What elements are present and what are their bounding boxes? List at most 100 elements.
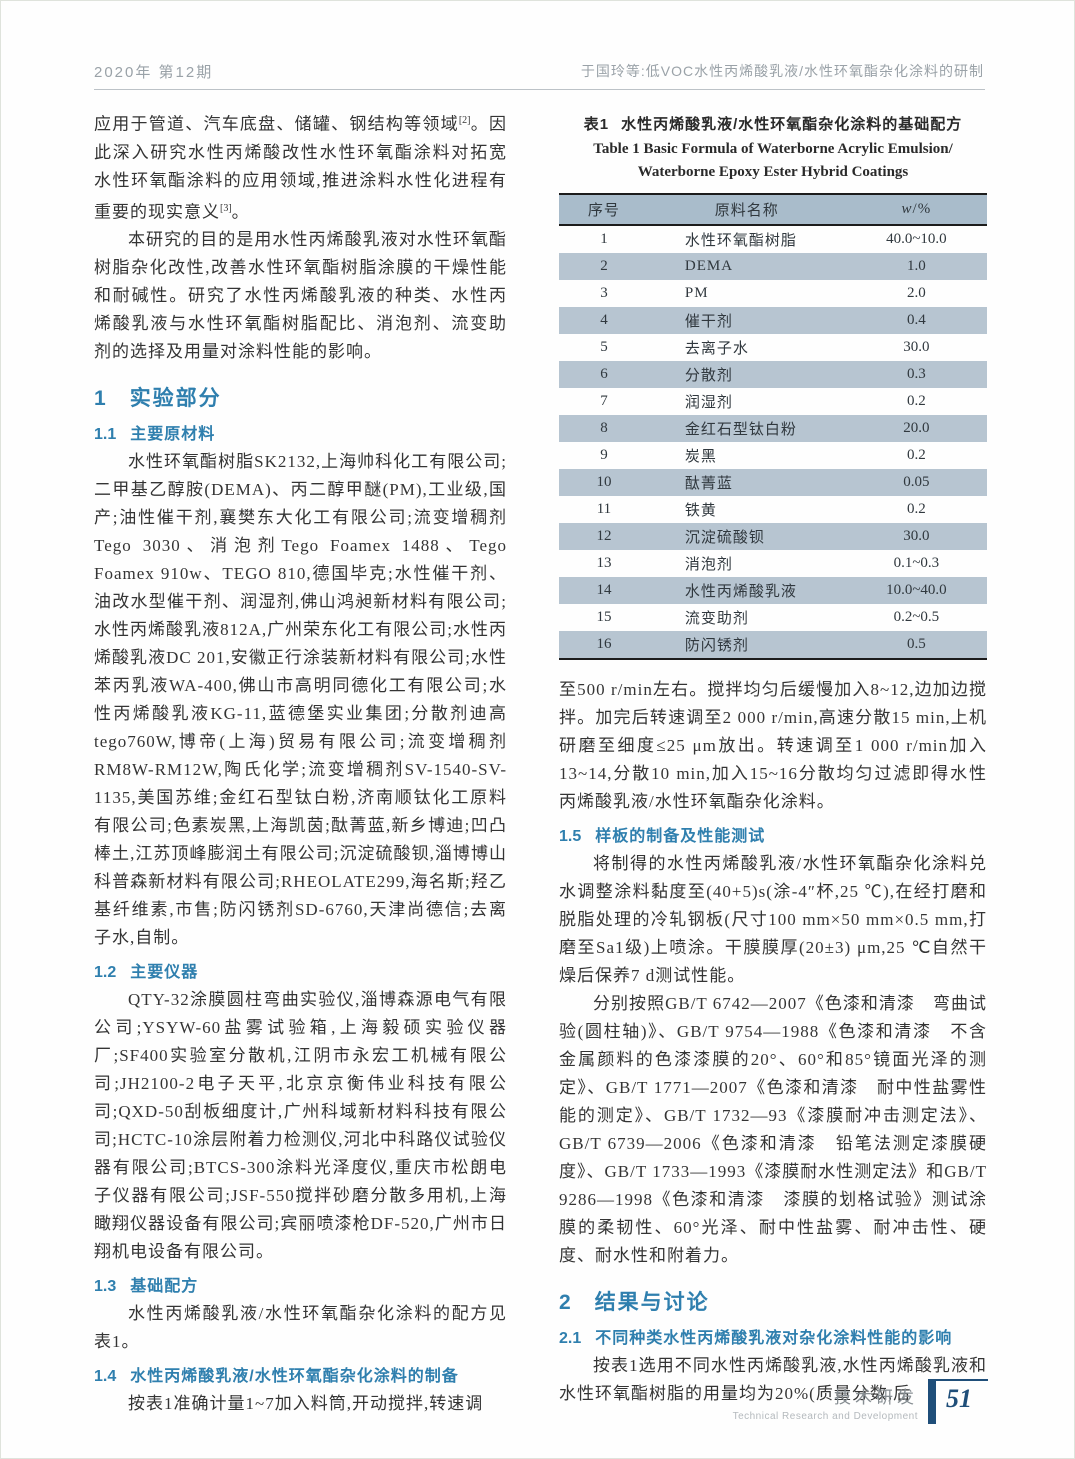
paragraph-preparation: 按表1准确计量1~7加入料筒,开动搅拌,转速调 [128, 1394, 484, 1414]
subsection-number: 2.1 [559, 1330, 582, 1347]
table-cell: 8 [600, 420, 608, 436]
table-cell: 15 [596, 609, 612, 625]
table-cell: 0.2~0.5 [893, 609, 940, 625]
running-head-issue: 2020年 第12期 [94, 64, 214, 81]
table-row: 1 水性环氧酯树脂 40.0~10.0 [559, 225, 987, 253]
paragraph-instruments: QTY-32涂膜圆柱弯曲实验仪,淄博森源电气有限公司;YSYW-60盐雾试验箱,… [94, 990, 507, 1262]
footer-label-zh: 技术研发 [834, 1388, 918, 1407]
table-cell: 6 [600, 366, 608, 382]
table-cell: 0.2 [907, 393, 926, 409]
section-title: 实验部分 [129, 387, 222, 411]
table-cell: 水性丙烯酸乳液 [684, 584, 797, 600]
table-row: 10 酞菁蓝 0.05 [559, 469, 987, 496]
subsection-number: 1.3 [94, 1278, 117, 1296]
table-cell: 10.0~40.0 [886, 582, 947, 598]
section-number: 1 [94, 387, 106, 411]
paragraph-purpose: 本研究的目的是用水性丙烯酸乳液对水性环氧酯树脂杂化改性,改善水性环氧酯树脂涂膜的… [94, 230, 507, 362]
table-cell: 11 [596, 501, 612, 517]
paragraph-materials: 水性环氧酯树脂SK2132,上海帅科化工有限公司;二甲基乙醇胺(DEMA)、丙二… [94, 452, 507, 948]
formula-table-body: 1 水性环氧酯树脂 40.0~10.0 2 DEMA 1.0 3 PM 2.0 4 催干剂 0.4 5 去… [559, 225, 987, 659]
table-row: 6 分散剂 0.3 [559, 361, 987, 388]
table-cell: 去离子水 [684, 341, 749, 357]
table-cell: 20.0 [903, 420, 930, 436]
table-cell: 12 [596, 528, 612, 544]
subsection-number: 1.5 [559, 828, 582, 845]
header-rule [94, 89, 985, 90]
table-row: 9 炭黑 0.2 [559, 442, 987, 469]
table-cell: 9 [600, 447, 608, 463]
table-row: 12 沉淀硫酸钡 30.0 [559, 523, 987, 550]
paragraph-process-continued: 至500 r/min左右。搅拌均匀后缓慢加入8~12,边加边搅拌。加完后转速调至… [559, 680, 987, 811]
paragraph-formula-ref: 水性丙烯酸乳液/水性环氧酯杂化涂料的配方见表1。 [94, 1304, 507, 1352]
section-title: 结果与讨论 [594, 1291, 710, 1314]
table-cell: 3 [600, 285, 608, 301]
table-cell: 30.0 [903, 528, 930, 544]
table-cell: 流变助剂 [684, 611, 749, 627]
subsection-heading-1-2: 1.2 主要仪器 [94, 958, 507, 982]
weight-unit: /% [912, 201, 932, 217]
table-row: 8 金红石型钛白粉 20.0 [559, 415, 987, 442]
table-caption-zh: 表1 水性丙烯酸乳液/水性环氧酯杂化涂料的基础配方 [559, 113, 987, 134]
paragraph-text: 。因此深入研究水性丙烯酸改性水性环氧酯涂料对拓宽水性环氧酯涂料的应用领域,推进涂… [94, 114, 507, 222]
paragraph-sample-prep: 将制得的水性丙烯酸乳液/水性环氧酯杂化涂料兑水调整涂料黏度至(40+5)s(涂-… [559, 854, 987, 985]
subsection-number: 1.4 [94, 1368, 117, 1386]
table-cell: 30.0 [903, 339, 930, 355]
paragraph-text: 。 [231, 202, 250, 222]
column-header-material: 原料名称 [714, 203, 779, 219]
citation-ref-2: [2] [458, 115, 471, 126]
table-cell: 润湿剂 [684, 395, 733, 411]
table-row: 3 PM 2.0 [559, 280, 987, 307]
table-caption-en-line1: Table 1 Basic Formula of Waterborne Acry… [593, 141, 953, 157]
table-row: 5 去离子水 30.0 [559, 334, 987, 361]
table-cell: 0.4 [907, 312, 926, 328]
table-cell: 14 [596, 582, 612, 598]
table-cell: 金红石型钛白粉 [684, 422, 797, 438]
subsection-heading-1-5: 1.5 样板的制备及性能测试 [559, 822, 987, 846]
table-cell: 0.5 [907, 636, 926, 652]
running-head-title: 于国玲等:低VOC水性丙烯酸乳液/水性环氧酯杂化涂料的研制 [580, 63, 984, 79]
table-row: 14 水性丙烯酸乳液 10.0~40.0 [559, 577, 987, 604]
subsection-heading-1-1: 1.1 主要原材料 [94, 420, 507, 444]
section-heading-1: 1 实验部分 [94, 382, 507, 412]
column-header-weight: w/% [846, 194, 987, 225]
table-caption-number: 表1 [583, 116, 610, 133]
table-cell: DEMA [684, 258, 734, 274]
subsection-title: 主要原材料 [130, 426, 216, 444]
table-cell: 0.3 [907, 366, 926, 382]
citation-ref-3: [3] [220, 202, 232, 214]
right-column: 表1 水性丙烯酸乳液/水性环氧酯杂化涂料的基础配方 Table 1 Basic F… [559, 113, 987, 1408]
table-row: 2 DEMA 1.0 [559, 253, 987, 280]
section-number: 2 [559, 1291, 571, 1314]
table-cell: 4 [600, 312, 608, 328]
table-cell: 0.2 [907, 447, 926, 463]
formula-table: 序号 原料名称 w/% 1 水性环氧酯树脂 40.0~10.0 2 DEMA 1.0 3 PM… [559, 193, 987, 660]
subsection-title: 基础配方 [130, 1278, 199, 1296]
table-cell: 0.05 [903, 474, 930, 490]
subsection-title: 不同种类水性丙烯酸乳液对杂化涂料性能的影响 [595, 1330, 953, 1347]
footer-section-label: 技术研发 Technical Research and Development [733, 1379, 918, 1422]
table-cell: 2 [600, 258, 608, 274]
paragraph-intro-continued: 应用于管道、汽车底盘、储罐、钢结构等领域[2]。因此深入研究水性丙烯酸改性水性环… [94, 107, 507, 226]
subsection-number: 1.2 [94, 964, 117, 982]
table-row: 4 催干剂 0.4 [559, 307, 987, 334]
footer-label-en: Technical Research and Development [732, 1411, 918, 1422]
page-number: 51 [946, 1384, 972, 1413]
table-cell: 酞菁蓝 [684, 476, 733, 492]
table-cell: 5 [600, 339, 608, 355]
table-row: 7 润湿剂 0.2 [559, 388, 987, 415]
table-cell: 0.2 [907, 501, 926, 517]
table-cell: 1 [600, 231, 608, 247]
table-cell: 2.0 [907, 285, 926, 301]
table-caption-en-line2: Waterborne Epoxy Ester Hybrid Coatings [637, 164, 909, 180]
section-heading-2: 2 结果与讨论 [559, 1286, 987, 1316]
table-cell: 13 [596, 555, 612, 571]
table-cell: 沉淀硫酸钡 [684, 530, 765, 546]
table-cell: 水性环氧酯树脂 [684, 233, 797, 249]
table-cell: 0.1~0.3 [893, 555, 940, 571]
table-row: 15 流变助剂 0.2~0.5 [559, 604, 987, 631]
table-cell: 1.0 [907, 258, 926, 274]
table-cell: 催干剂 [684, 314, 733, 330]
subsection-title: 样板的制备及性能测试 [595, 828, 766, 845]
table-cell: 消泡剂 [684, 557, 733, 573]
